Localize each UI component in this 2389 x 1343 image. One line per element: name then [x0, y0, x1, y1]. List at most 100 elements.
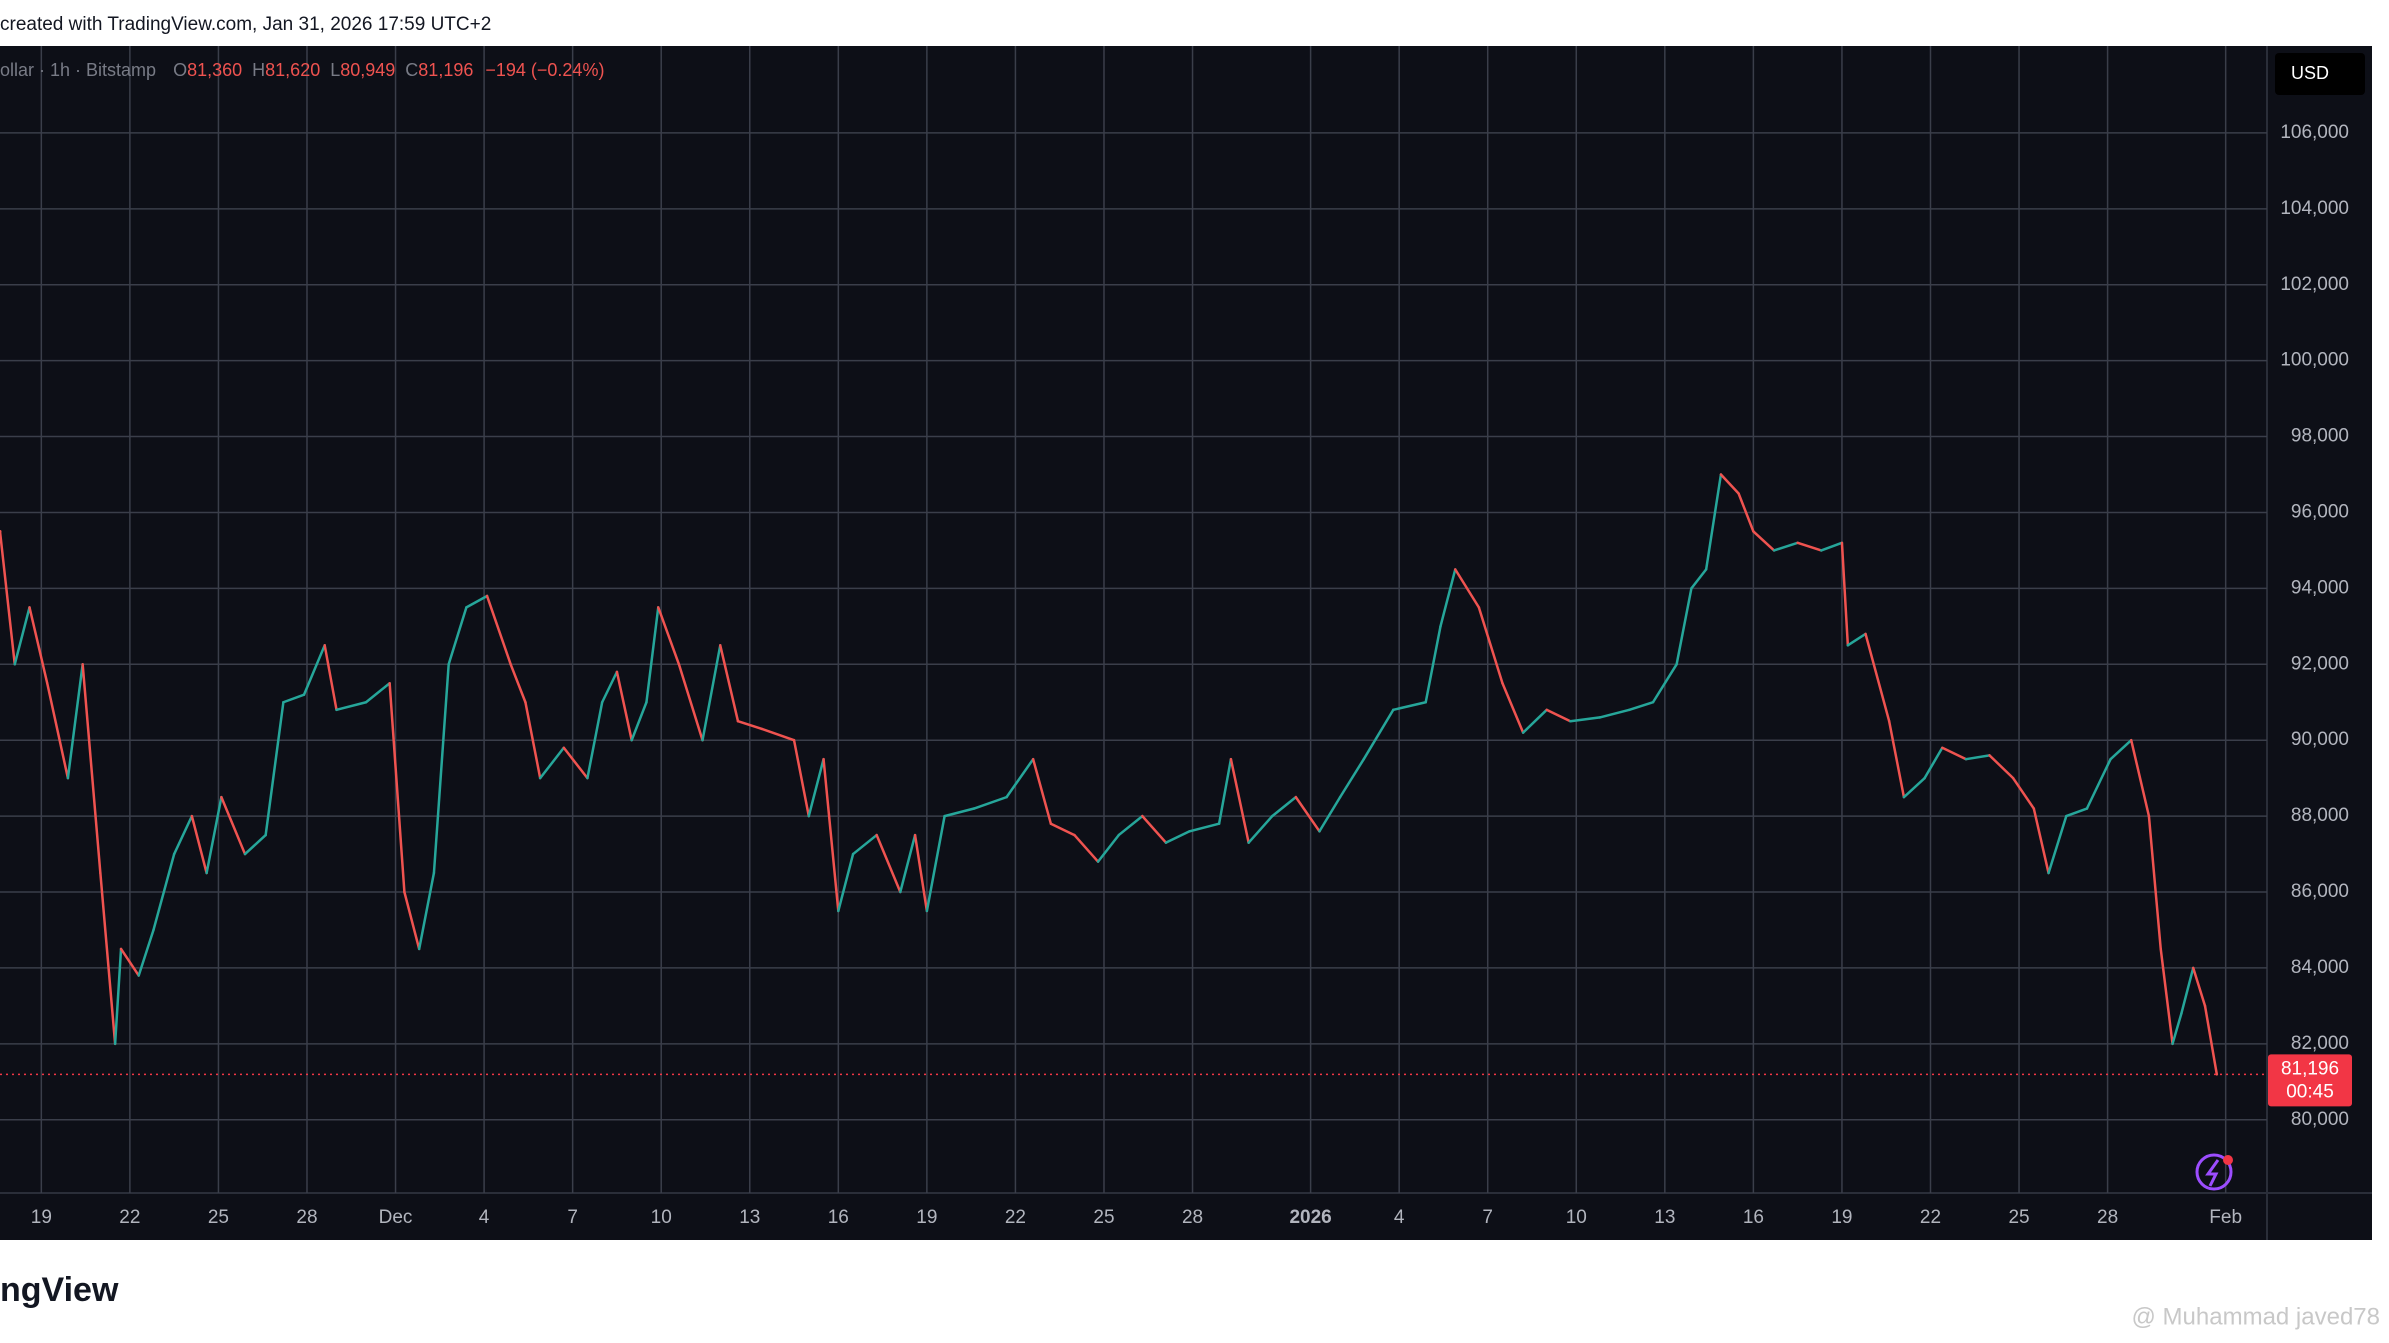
price-segment — [2011, 776, 2036, 810]
price-segment — [899, 833, 917, 894]
x-tick-label: 16 — [828, 1207, 849, 1228]
price-segment — [1737, 492, 1755, 533]
y-tick-label: 96,000 — [2291, 501, 2349, 522]
price-segment — [137, 928, 155, 977]
symbol: ollar · 1h · Bitstamp — [0, 60, 156, 80]
price-segment — [1545, 708, 1572, 723]
price-segment — [1031, 757, 1053, 825]
price-segment — [1864, 632, 1891, 723]
logo: ngView — [0, 1271, 119, 1309]
price-segment — [335, 700, 368, 712]
price-segment — [205, 795, 223, 875]
y-tick-label: 90,000 — [2291, 729, 2349, 750]
x-tick-label: 4 — [1394, 1207, 1405, 1228]
legend: ollar · 1h · Bitstamp O81,360 H81,620 L80,… — [0, 60, 604, 80]
assistant-icon[interactable] — [2195, 1153, 2233, 1191]
price-segment — [152, 852, 176, 932]
x-tick-label: 28 — [296, 1207, 317, 1228]
y-tick-label: 84,000 — [2291, 957, 2349, 978]
price-segment — [99, 871, 117, 1046]
price-segment — [2129, 738, 2151, 818]
price-segment — [1229, 757, 1250, 844]
price-segment — [600, 670, 619, 704]
price-segment — [1923, 746, 1944, 780]
price-segment — [1501, 682, 1525, 734]
price-segment — [1521, 708, 1549, 734]
y-tick-label: 82,000 — [2291, 1033, 2349, 1054]
price-segment — [2191, 966, 2207, 1008]
price-segment — [1270, 795, 1298, 818]
watermark: @ Muhammad javed78 — [2132, 1303, 2380, 1330]
price-segment — [220, 795, 247, 856]
icon-ring[interactable] — [2195, 1153, 2233, 1191]
legend-field-value: 81,620 — [265, 60, 320, 80]
price-segment — [0, 530, 17, 666]
price-segment — [190, 814, 208, 875]
x-tick-label: 19 — [1831, 1207, 1852, 1228]
price-segment — [972, 795, 1008, 810]
legend-change: −194 (−0.24%) — [485, 60, 604, 80]
x-tick-label: 22 — [119, 1207, 140, 1228]
price-segment — [13, 606, 31, 666]
price-segment — [2085, 757, 2112, 810]
price-segment — [792, 738, 811, 818]
price-segment — [1477, 606, 1504, 685]
price-segment — [28, 606, 49, 685]
price-segment — [364, 682, 391, 704]
icon-bolt[interactable] — [2205, 1159, 2220, 1187]
x-tick-label: 10 — [651, 1207, 672, 1228]
x-tick-label: 4 — [479, 1207, 490, 1228]
price-segment — [432, 663, 450, 875]
price-segment — [736, 719, 763, 731]
price-segment — [1049, 822, 1076, 837]
price-segment — [264, 700, 285, 837]
x-tick-label: 2026 — [1289, 1207, 1331, 1228]
currency-box[interactable] — [2275, 53, 2365, 95]
x-tick-label: 13 — [1654, 1207, 1675, 1228]
price-segment — [1294, 795, 1321, 833]
price-segment — [2032, 807, 2050, 875]
price-segment — [1005, 757, 1035, 799]
chart-background — [0, 46, 2372, 1240]
price-segment — [807, 757, 825, 818]
plot — [0, 46, 2267, 1193]
price-segment — [2159, 947, 2174, 1046]
price-segment — [586, 700, 604, 780]
price-segment — [1318, 795, 1342, 833]
price-segment — [875, 833, 902, 894]
price-segment — [1217, 757, 1233, 825]
price-segment — [1719, 473, 1740, 495]
header: created with TradingView.com, Jan 31, 20… — [0, 14, 491, 35]
price-segment — [1752, 530, 1776, 552]
price-segment — [2065, 807, 2089, 818]
icon-dot[interactable] — [2223, 1155, 2233, 1165]
x-tick-label: Feb — [2209, 1207, 2242, 1228]
price-segment — [403, 890, 421, 951]
price-segment — [1651, 663, 1678, 704]
price-segment — [2203, 1004, 2219, 1076]
price-segment — [760, 727, 796, 742]
price-segment — [1988, 754, 2015, 780]
price-segment — [822, 757, 840, 913]
price-segment — [66, 663, 84, 780]
price-segment — [388, 682, 406, 894]
x-tick-label: 13 — [739, 1207, 760, 1228]
price-segment — [925, 814, 946, 913]
price-segment — [1141, 814, 1168, 844]
price-segment — [538, 746, 566, 780]
currency[interactable]: USD — [2291, 63, 2329, 83]
price-segment — [119, 947, 140, 977]
price-segment — [1164, 830, 1191, 844]
price-segment — [524, 700, 542, 780]
y-tick-label: 104,000 — [2280, 198, 2349, 219]
price-segment — [81, 663, 102, 875]
price-segment — [1628, 700, 1655, 712]
price-segment — [417, 871, 436, 951]
legend-field-value: 81,360 — [187, 60, 242, 80]
price-segment — [2147, 814, 2162, 951]
y-tick-label: 88,000 — [2291, 805, 2349, 826]
price-segment — [172, 814, 194, 856]
price-segment — [447, 606, 468, 666]
price-segment — [509, 663, 527, 704]
